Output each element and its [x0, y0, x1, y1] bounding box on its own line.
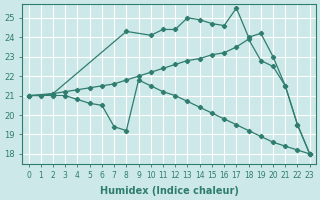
X-axis label: Humidex (Indice chaleur): Humidex (Indice chaleur): [100, 186, 239, 196]
